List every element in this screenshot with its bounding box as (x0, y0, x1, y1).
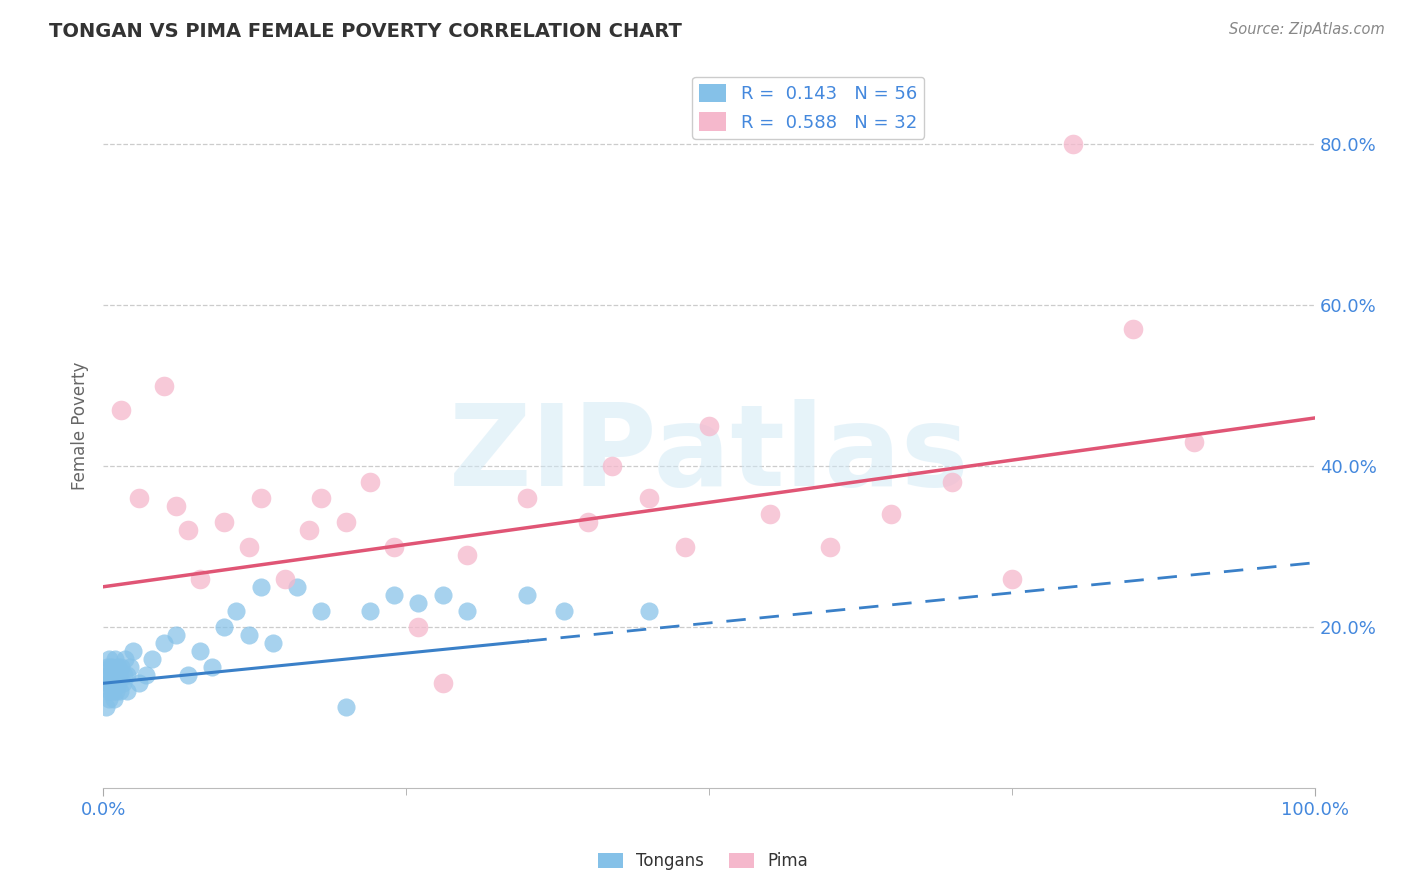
Point (456, 604, 478, 618)
Point (98, 692, 121, 706)
Point (108, 684, 131, 698)
Legend: Tongans, Pima: Tongans, Pima (591, 846, 815, 877)
Point (406, 620, 429, 634)
Point (637, 491, 659, 506)
Point (177, 524, 200, 538)
Point (456, 548, 478, 562)
Point (110, 660, 132, 674)
Point (141, 652, 163, 666)
Point (101, 684, 124, 698)
Point (1062, 137, 1084, 152)
Point (100, 676, 122, 690)
Point (285, 580, 308, 594)
Point (101, 668, 124, 682)
Point (298, 524, 321, 538)
Point (100, 660, 122, 674)
Point (432, 676, 454, 690)
Text: TONGAN VS PIMA FEMALE POVERTY CORRELATION CHART: TONGAN VS PIMA FEMALE POVERTY CORRELATIO… (49, 22, 682, 41)
Point (1182, 435, 1205, 450)
Point (188, 572, 211, 586)
Point (697, 419, 720, 434)
Point (104, 668, 127, 682)
Text: Source: ZipAtlas.com: Source: ZipAtlas.com (1229, 22, 1385, 37)
Point (238, 540, 260, 554)
Point (100, 684, 122, 698)
Point (152, 636, 174, 650)
Point (97, 684, 120, 698)
Point (117, 684, 139, 698)
Point (637, 604, 659, 618)
Legend: R =  0.143   N = 56, R =  0.588   N = 32: R = 0.143 N = 56, R = 0.588 N = 32 (692, 77, 924, 139)
Point (880, 508, 903, 522)
Point (94, 700, 117, 714)
Point (128, 491, 150, 506)
Point (112, 668, 135, 682)
Point (359, 475, 381, 490)
Point (114, 652, 136, 666)
Point (335, 516, 357, 530)
Point (165, 628, 187, 642)
Point (107, 676, 129, 690)
Point (96, 660, 118, 674)
Point (382, 588, 405, 602)
Point (177, 668, 200, 682)
Point (107, 660, 129, 674)
Point (108, 668, 131, 682)
Point (152, 378, 174, 392)
Point (100, 660, 122, 674)
Point (820, 540, 842, 554)
Point (249, 491, 271, 506)
Point (335, 700, 357, 714)
Point (516, 588, 538, 602)
Point (249, 580, 271, 594)
Point (1122, 322, 1144, 336)
Point (1001, 572, 1024, 586)
Point (274, 572, 297, 586)
Point (103, 692, 125, 706)
Point (553, 604, 575, 618)
Point (104, 652, 127, 666)
Point (111, 676, 134, 690)
Point (311, 491, 333, 506)
Y-axis label: Female Poverty: Female Poverty (72, 362, 89, 490)
Point (105, 684, 128, 698)
Point (188, 644, 211, 658)
Point (214, 620, 236, 634)
Point (516, 491, 538, 506)
Point (758, 508, 780, 522)
Point (97, 668, 120, 682)
Point (128, 676, 150, 690)
Text: ZIPatlas: ZIPatlas (449, 400, 970, 510)
Point (98, 676, 121, 690)
Point (110, 402, 132, 417)
Point (359, 604, 381, 618)
Point (103, 676, 125, 690)
Point (214, 516, 236, 530)
Point (225, 604, 247, 618)
Point (117, 668, 139, 682)
Point (600, 459, 623, 474)
Point (238, 628, 260, 642)
Point (135, 668, 157, 682)
Point (673, 540, 696, 554)
Point (118, 660, 141, 674)
Point (406, 596, 429, 610)
Point (96, 676, 118, 690)
Point (941, 475, 963, 490)
Point (576, 516, 599, 530)
Point (432, 588, 454, 602)
Point (262, 636, 284, 650)
Point (311, 604, 333, 618)
Point (165, 500, 187, 514)
Point (201, 660, 224, 674)
Point (122, 644, 145, 658)
Point (382, 540, 405, 554)
Point (100, 668, 122, 682)
Point (98, 652, 121, 666)
